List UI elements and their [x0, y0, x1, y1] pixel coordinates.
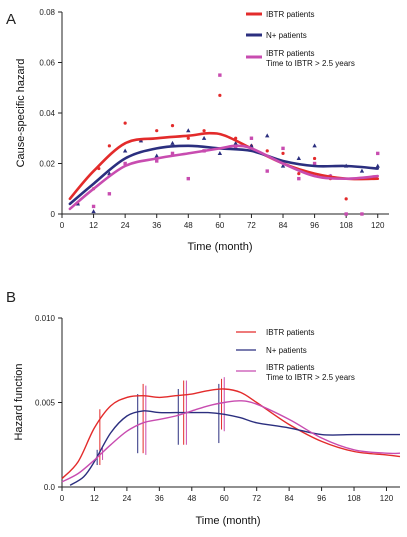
panel-b-x-axis-title: Time (month) — [196, 515, 261, 527]
panel-a-ibtr25-line — [68, 144, 379, 211]
panel-b-ibtr25-line — [61, 400, 401, 483]
panel-b-x-tick-label: 60 — [220, 494, 229, 503]
panel-a-y-axis-title: Cause-specific hazard — [15, 59, 27, 168]
panel-a-ibtr-point — [218, 93, 222, 97]
panel-a-y-tick-label: 0.02 — [39, 160, 55, 169]
panel-a-ibtr25-point — [107, 192, 112, 196]
panel-a-x-tick-label: 12 — [89, 221, 98, 230]
panel-a-ibtr25-point — [249, 136, 254, 140]
panel-b-y-tick-label: 0.0 — [44, 483, 56, 492]
panel-b-x-tick-label: 48 — [187, 494, 196, 503]
panel-a-ibtr-point — [297, 172, 301, 176]
panel-a-ticks: 0 12 24 36 48 60 72 84 96 108 120 0 0.02 0.04 0.06 0.08 — [39, 8, 385, 230]
panel-b-lines — [61, 388, 401, 486]
legend-a-ibtr25-label-line1: IBTR patients — [266, 49, 314, 58]
panel-b-x-tick-label: 96 — [317, 494, 326, 503]
panel-a-y-tick-label: 0.06 — [39, 59, 55, 68]
panel-b-x-tick-label: 0 — [60, 494, 65, 503]
panel-b-legend: IBTR patients N+ patients IBTR patients … — [236, 328, 355, 382]
legend-a-nplus-label: N+ patients — [266, 31, 307, 40]
panel-b-y-axis-title: Hazard function — [13, 363, 25, 440]
panel-b-x-tick-label: 84 — [285, 494, 294, 503]
panel-a-ibtr25-point — [281, 146, 285, 151]
panel-b-y-tick-label: 0.010 — [35, 314, 56, 323]
panel-a-ibtr-point — [265, 149, 269, 153]
legend-b-ibtr-label: IBTR patients — [266, 328, 314, 337]
panel-b-x-tick-label: 120 — [380, 494, 394, 503]
panel-a-x-tick-label: 108 — [339, 221, 353, 230]
panel-a-ibtr-point — [186, 136, 190, 140]
panel-a-ibtr25-point — [265, 169, 269, 173]
panel-a-x-tick-label: 72 — [247, 221, 256, 230]
panel-a-nplus-point — [217, 151, 223, 155]
panel-a-ibtr25-point — [155, 159, 159, 163]
panel-b-nplus-line — [69, 410, 400, 486]
panel-a-x-tick-label: 48 — [184, 221, 193, 230]
panel-a-lines — [68, 131, 379, 211]
panel-a-ibtr-point — [281, 151, 285, 155]
panel-a-x-axis-title: Time (month) — [188, 241, 253, 253]
panel-a-x-tick-label: 96 — [310, 221, 319, 230]
panel-a-nplus-point — [186, 128, 191, 133]
panel-a-nplus-point — [359, 168, 365, 173]
panel-a-legend: IBTR patients N+ patients IBTR patients … — [246, 10, 355, 68]
panel-a-ibtr-point — [107, 144, 111, 148]
panel-a-nplus-point — [280, 163, 286, 168]
panel-a-x-tick-label: 60 — [215, 221, 224, 230]
panel-a-ibtr-point — [155, 129, 159, 133]
panel-b-ticks: 0 12 24 36 48 60 72 84 96 108 120 0.0 0.005 0.010 — [35, 314, 394, 503]
panel-a-ibtr25-point — [344, 212, 348, 216]
panel-a-nplus-point — [154, 153, 159, 158]
panel-a-y-tick-label: 0.04 — [39, 109, 55, 118]
panel-a-ibtr-point — [123, 121, 127, 125]
panel-a-ibtr25-point — [312, 161, 317, 166]
panel-b-x-tick-label: 72 — [252, 494, 261, 503]
panel-b-x-tick-label: 108 — [347, 494, 361, 503]
panel-a-x-tick-label: 36 — [152, 221, 161, 230]
panel-a-ibtr25-point — [297, 176, 301, 181]
panel-a-nplus-point — [122, 148, 128, 153]
panel-a-y-tick-label: 0.08 — [39, 8, 55, 17]
panel-a-nplus-point — [375, 163, 380, 168]
panel-a-ibtr-point — [170, 124, 175, 128]
panel-b-x-tick-label: 36 — [155, 494, 164, 503]
panel-a-ibtr25-point — [186, 176, 190, 181]
panel-a-ibtr25-point — [376, 151, 380, 156]
panel-a-ibtr-point — [344, 197, 348, 201]
legend-a-ibtr25-label-line2: Time to IBTR > 2.5 years — [266, 59, 355, 68]
panel-a-nplus-point — [201, 135, 207, 140]
legend-b-nplus-label: N+ patients — [266, 346, 307, 355]
panel-a-nplus-point — [296, 156, 302, 161]
panel-a-ibtr25-point — [218, 73, 222, 77]
legend-a-ibtr-label: IBTR patients — [266, 10, 314, 19]
panel-a-ibtr-point — [312, 156, 317, 161]
panel-a-x-tick-label: 120 — [371, 221, 385, 230]
panel-a-ibtr-point — [202, 129, 206, 133]
panel-b-x-tick-label: 24 — [122, 494, 131, 503]
panel-a-x-tick-label: 84 — [279, 221, 288, 230]
panel-b-ibtr-line — [61, 388, 401, 480]
panel-a-ibtr-line — [68, 131, 379, 201]
panel-b-x-tick-label: 12 — [90, 494, 99, 503]
panel-a-nplus-point — [233, 140, 238, 145]
panel-a-nplus-point — [170, 140, 175, 145]
panel-a-nplus-point — [249, 143, 254, 148]
panel-a-x-tick-label: 0 — [60, 221, 65, 230]
legend-b-ibtr25-label-line1: IBTR patients — [266, 363, 314, 372]
panel-a-ibtr25-point — [170, 151, 175, 156]
panel-a-letter: A — [6, 11, 16, 28]
panel-a-ibtr25-point — [360, 212, 364, 216]
panel-a-nplus-point — [91, 209, 96, 214]
panel-a-nplus-point — [312, 143, 317, 148]
panel-a-x-tick-label: 24 — [121, 221, 130, 230]
panel-a-y-tick-label: 0 — [51, 210, 56, 219]
legend-b-ibtr25-label-line2: Time to IBTR > 2.5 years — [266, 373, 355, 382]
panel-a-ibtr25-point — [91, 204, 96, 209]
panel-a-nplus-point — [265, 133, 270, 138]
panel-b-letter: B — [6, 289, 16, 306]
panel-b-event-marks — [96, 377, 225, 466]
panel-b-y-tick-label: 0.005 — [35, 399, 56, 408]
panel-a-ibtr25-point — [123, 161, 127, 166]
